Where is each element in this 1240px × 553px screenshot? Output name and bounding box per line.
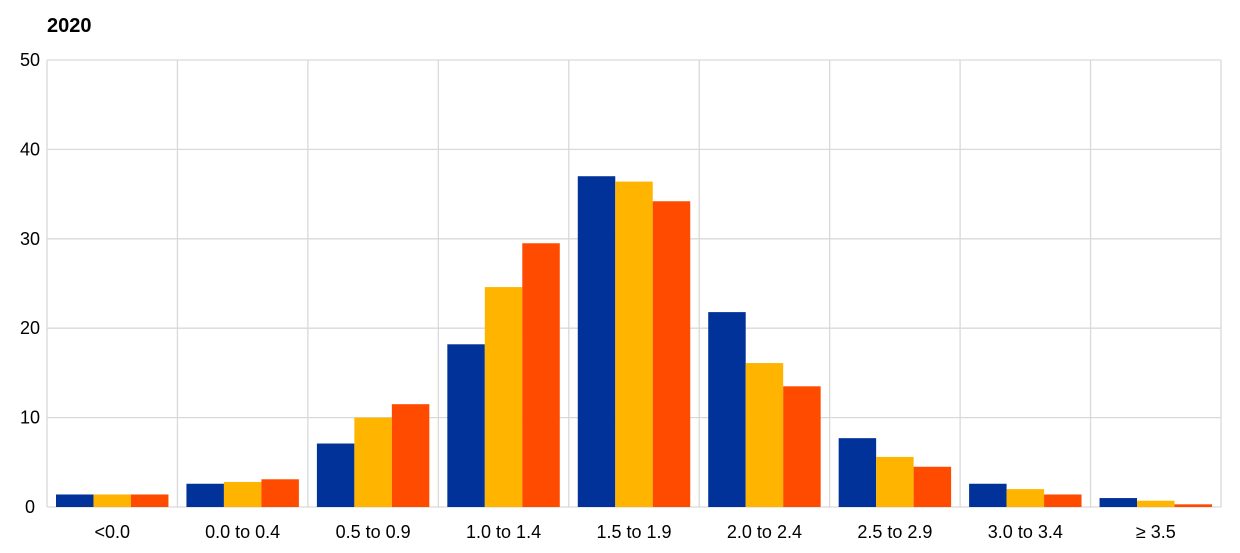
bar-series-2-cat-4 (484, 287, 523, 507)
bar-series-2-cat-6 (745, 363, 784, 507)
x-tick-label: <0.0 (94, 522, 130, 542)
bar-series-1-cat-4 (447, 344, 485, 507)
y-tick-label: 30 (20, 229, 40, 249)
x-tick-label: 2.0 to 2.4 (727, 522, 802, 542)
bar-series-1-cat-7 (838, 438, 877, 507)
bar-series-1-cat-5 (577, 176, 616, 507)
x-tick-label: 2.5 to 2.9 (857, 522, 932, 542)
x-tick-label: ≥ 3.5 (1136, 522, 1176, 542)
x-tick-label: 1.5 to 1.9 (596, 522, 671, 542)
bar-series-2-cat-2 (223, 481, 262, 507)
bar-series-1-cat-1 (56, 494, 94, 507)
bar-series-3-cat-4 (522, 243, 560, 507)
bar-series-1-cat-2 (186, 483, 224, 507)
chart-title: 2020 (47, 15, 92, 37)
bar-series-1-cat-6 (708, 312, 746, 507)
y-tick-label: 20 (20, 318, 40, 338)
bars (56, 176, 1212, 508)
bar-series-2-cat-3 (354, 417, 392, 507)
bar-series-2-cat-5 (615, 181, 653, 508)
x-tick-label: 3.0 to 3.4 (988, 522, 1063, 542)
bar-series-2-cat-8 (1006, 489, 1045, 507)
x-tick-label: 0.5 to 0.9 (336, 522, 411, 542)
bar-series-3-cat-6 (783, 386, 821, 507)
bar-series-3-cat-5 (652, 201, 691, 507)
bar-series-3-cat-1 (130, 494, 169, 507)
bar-series-3-cat-2 (261, 479, 299, 507)
bar-series-3-cat-8 (1044, 494, 1082, 507)
y-tick-label: 50 (20, 50, 40, 70)
bar-series-2-cat-9 (1137, 500, 1175, 507)
x-tick-label: 0.0 to 0.4 (205, 522, 280, 542)
x-axis-ticks: <0.0 0.0 to 0.4 0.5 to 0.9 1.0 to 1.4 1.5 to… (94, 522, 1175, 542)
bar-series-2-cat-7 (876, 456, 914, 507)
bar-series-1-cat-9 (1099, 498, 1138, 507)
bar-series-3-cat-3 (391, 404, 430, 507)
bar-series-3-cat-9 (1174, 504, 1212, 507)
y-tick-label: 40 (20, 139, 40, 159)
y-tick-label: 10 (20, 408, 40, 428)
bar-series-3-cat-7 (913, 466, 952, 507)
gridlines (46, 59, 1222, 508)
x-tick-label: 1.0 to 1.4 (466, 522, 541, 542)
bar-series-1-cat-3 (316, 443, 355, 507)
y-tick-label: 0 (25, 497, 35, 517)
bar-series-1-cat-8 (969, 483, 1007, 507)
y-axis-ticks: 0 10 20 30 40 50 (20, 50, 40, 517)
bar-series-2-cat-1 (93, 494, 131, 507)
